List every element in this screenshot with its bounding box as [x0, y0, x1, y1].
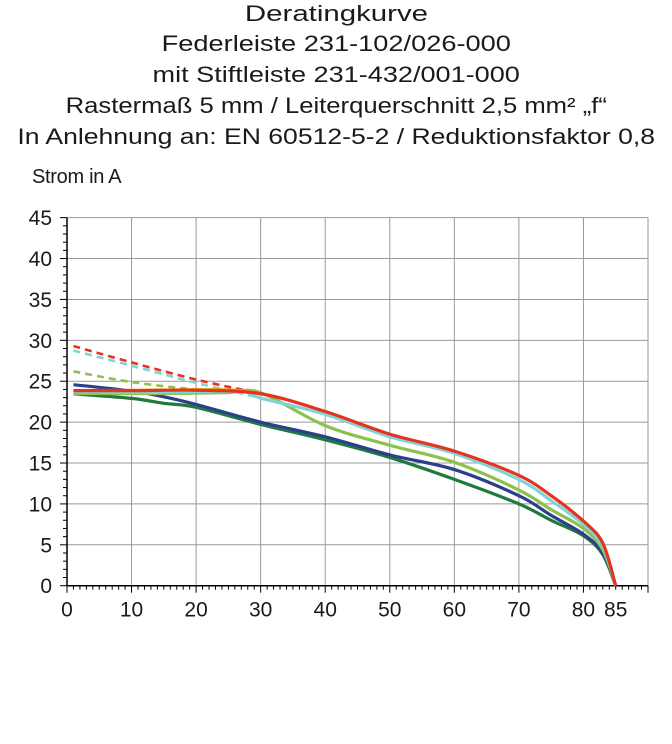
- svg-text:80: 80: [572, 599, 595, 622]
- svg-text:70: 70: [507, 599, 530, 622]
- svg-text:85: 85: [604, 599, 627, 622]
- svg-text:0: 0: [61, 599, 73, 622]
- svg-text:40: 40: [29, 248, 52, 271]
- svg-text:35: 35: [29, 289, 52, 312]
- svg-text:30: 30: [29, 330, 52, 353]
- svg-text:30: 30: [249, 599, 272, 622]
- svg-text:25: 25: [29, 371, 52, 394]
- svg-text:20: 20: [29, 412, 52, 435]
- svg-text:10: 10: [120, 599, 143, 622]
- svg-text:60: 60: [443, 599, 466, 622]
- svg-text:40: 40: [314, 599, 337, 622]
- svg-text:50: 50: [378, 599, 401, 622]
- svg-text:20: 20: [184, 599, 207, 622]
- svg-text:45: 45: [29, 207, 52, 230]
- svg-text:5: 5: [40, 534, 52, 557]
- svg-text:0: 0: [40, 575, 52, 598]
- svg-text:10: 10: [29, 493, 52, 516]
- svg-text:15: 15: [29, 453, 52, 476]
